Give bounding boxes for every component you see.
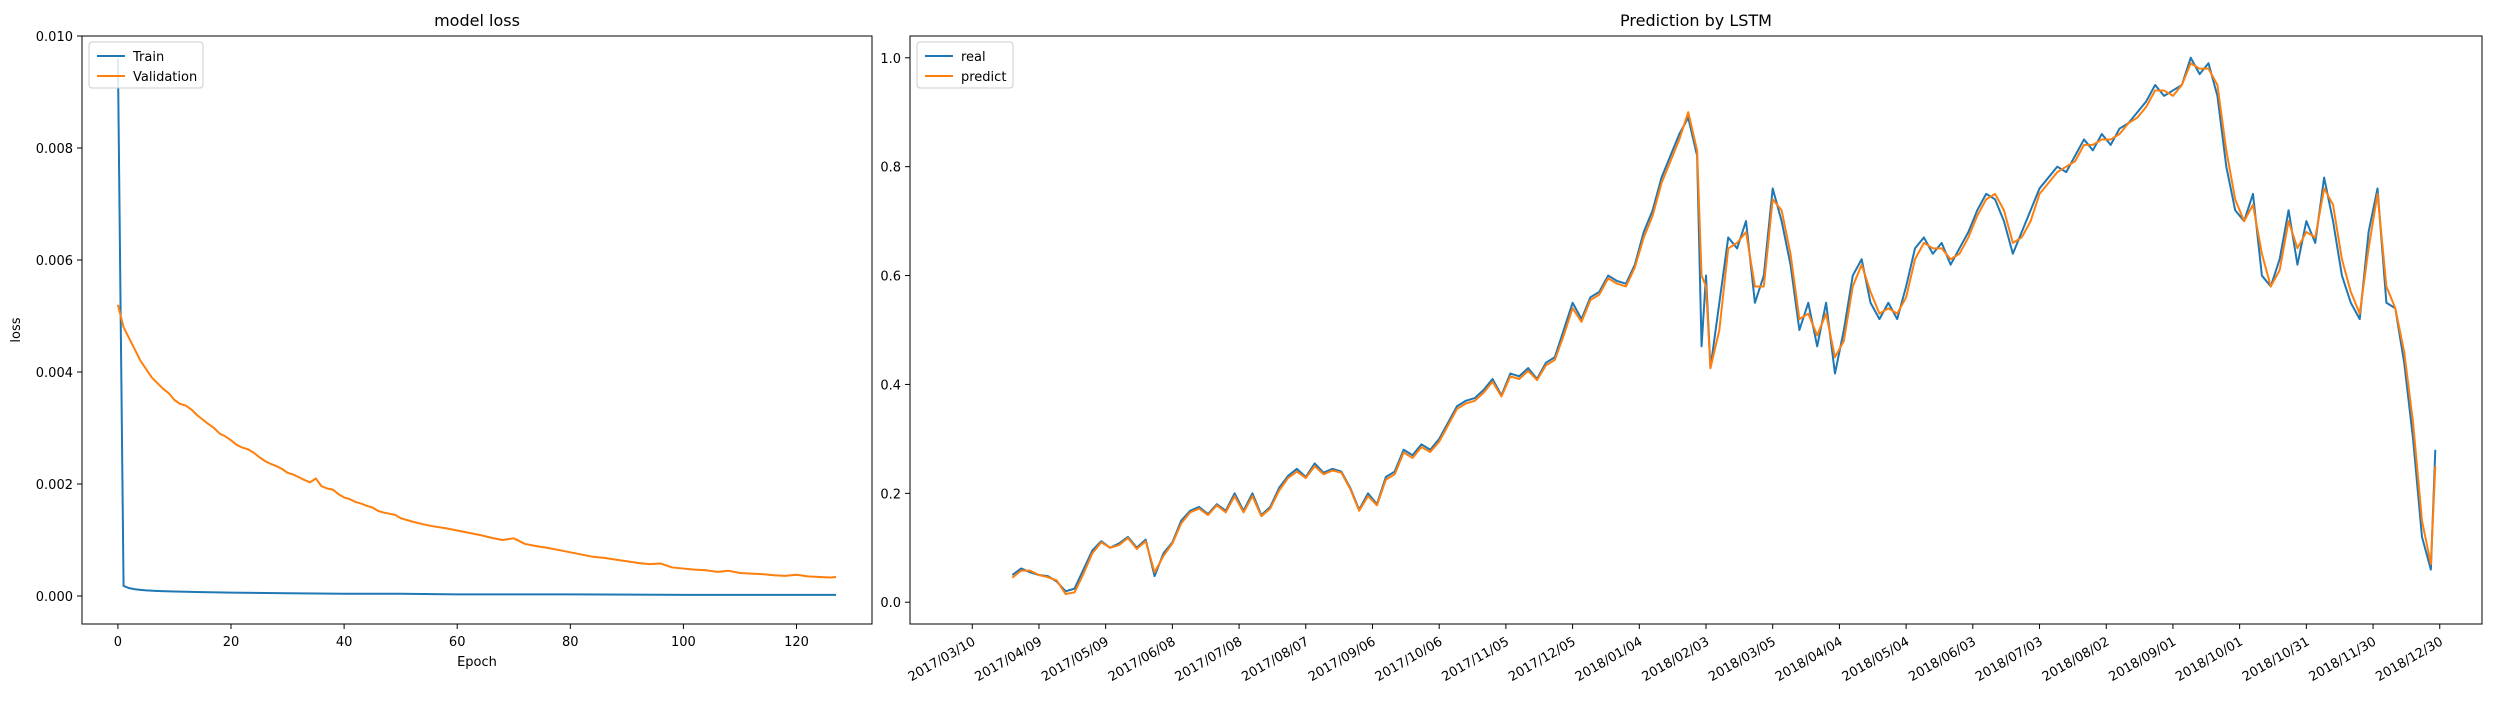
y-tick-label: 0.4 bbox=[880, 378, 901, 393]
y-tick-label: 0.008 bbox=[36, 142, 73, 157]
x-tick-label: 2018/07/03 bbox=[1973, 634, 2045, 684]
x-tick-label: 2017/06/08 bbox=[1106, 634, 1178, 684]
x-tick-label: 60 bbox=[449, 635, 466, 650]
legend: real predict bbox=[916, 41, 1014, 89]
x-tick-label: 2017/12/05 bbox=[1506, 634, 1578, 684]
x-tick-label: 2018/05/04 bbox=[1840, 634, 1912, 684]
plot-frame bbox=[909, 35, 2483, 625]
y-tick-label: 0.0 bbox=[880, 596, 901, 611]
x-tick-label: 0 bbox=[114, 635, 122, 650]
x-tick-label: 2017/09/06 bbox=[1306, 634, 1378, 684]
x-axis-label: Epoch bbox=[457, 655, 497, 670]
x-tick-label: 2017/05/09 bbox=[1039, 634, 1111, 684]
x-tick-label: 2018/04/04 bbox=[1773, 634, 1845, 684]
series-line-train bbox=[116, 58, 837, 596]
y-tick-label: 0.8 bbox=[880, 161, 901, 176]
x-tick-label: 80 bbox=[562, 635, 579, 650]
x-tick-label: 2017/08/07 bbox=[1239, 634, 1311, 684]
y-tick-label: 1.0 bbox=[880, 52, 901, 67]
legend-label: Train bbox=[132, 50, 164, 65]
x-tick-label: 2018/09/01 bbox=[2107, 634, 2179, 684]
legend-label: predict bbox=[961, 70, 1006, 85]
y-axis-ticks: 0.0 0.2 0.4 0.6 0.8 1.0 bbox=[880, 52, 910, 611]
chart-title: model loss bbox=[434, 11, 520, 30]
x-axis-ticks: 0 20 40 60 80 100 120 bbox=[114, 624, 809, 650]
x-tick-label: 20 bbox=[223, 635, 240, 650]
x-tick-label: 120 bbox=[784, 635, 809, 650]
model-loss-chart: model loss 0.000 0.002 0.004 0.006 0.008 0.01… bbox=[9, 11, 873, 670]
y-tick-label: 0.006 bbox=[36, 254, 73, 269]
x-tick-label: 2017/03/10 bbox=[906, 634, 978, 684]
x-tick-label: 2018/06/03 bbox=[1906, 634, 1978, 684]
chart-title: Prediction by LSTM bbox=[1620, 11, 1772, 30]
x-tick-label: 2017/07/08 bbox=[1173, 634, 1245, 684]
x-tick-label: 2018/03/05 bbox=[1706, 634, 1778, 684]
x-tick-label: 40 bbox=[336, 635, 353, 650]
x-tick-label: 2017/04/09 bbox=[973, 634, 1045, 684]
x-tick-label: 2018/10/01 bbox=[2173, 634, 2245, 684]
x-tick-label: 2017/10/06 bbox=[1373, 634, 1445, 684]
series-line-predict bbox=[1011, 62, 2437, 596]
series-line-real bbox=[1011, 56, 2437, 593]
x-tick-label: 2018/01/04 bbox=[1573, 634, 1645, 684]
plot-frame bbox=[81, 35, 873, 625]
x-tick-label: 2018/11/30 bbox=[2307, 634, 2379, 684]
series-lines bbox=[1011, 56, 2437, 596]
legend-label: Validation bbox=[133, 70, 197, 85]
legend: Train Validation bbox=[88, 41, 204, 89]
lstm-prediction-chart: Prediction by LSTM 0.0 0.2 0.4 0.6 0.8 1.0 20… bbox=[880, 11, 2483, 685]
y-axis-ticks: 0.000 0.002 0.004 0.006 0.008 0.010 bbox=[36, 30, 82, 605]
x-tick-label: 2017/11/05 bbox=[1439, 634, 1511, 684]
series-lines bbox=[116, 58, 837, 596]
y-tick-label: 0.000 bbox=[36, 590, 73, 605]
x-axis-ticks: 2017/03/102017/04/092017/05/092017/06/08… bbox=[906, 624, 2446, 685]
y-axis-label: loss bbox=[9, 317, 24, 342]
y-tick-label: 0.010 bbox=[36, 30, 73, 45]
y-tick-label: 0.004 bbox=[36, 366, 73, 381]
x-tick-label: 2018/02/03 bbox=[1640, 634, 1712, 684]
x-tick-label: 2018/10/31 bbox=[2240, 634, 2312, 684]
y-tick-label: 0.6 bbox=[880, 270, 901, 285]
x-tick-label: 2018/12/30 bbox=[2373, 634, 2445, 684]
x-tick-label: 100 bbox=[671, 635, 696, 650]
y-tick-label: 0.2 bbox=[880, 487, 901, 502]
y-tick-label: 0.002 bbox=[36, 478, 73, 493]
x-tick-label: 2018/08/02 bbox=[2040, 634, 2112, 684]
series-line-validation bbox=[116, 304, 837, 579]
legend-label: real bbox=[961, 50, 986, 65]
